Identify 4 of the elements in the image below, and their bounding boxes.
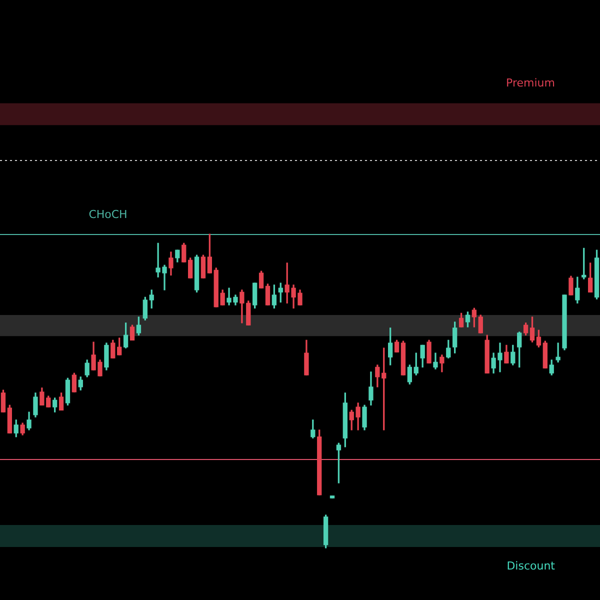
candlestick: [556, 342, 560, 362]
band-label: Premium: [506, 76, 555, 90]
ref-line-label: CHoCH: [88, 208, 128, 221]
band-label: Discount: [506, 559, 556, 572]
